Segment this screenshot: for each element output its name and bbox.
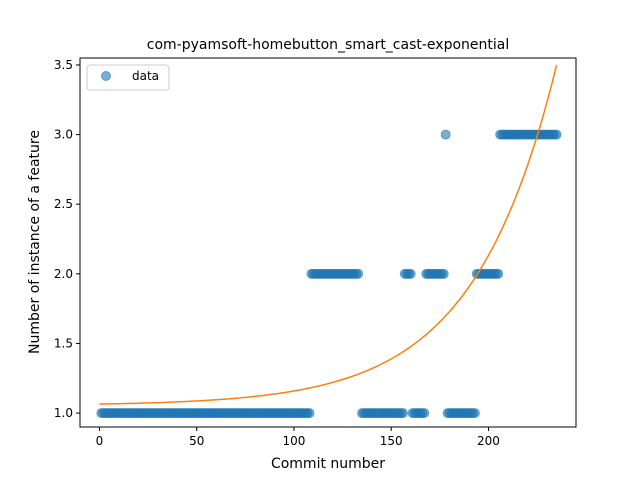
data-point — [406, 269, 415, 278]
y-tick-label: 3.0 — [54, 128, 73, 142]
y-tick-label: 3.5 — [54, 58, 73, 72]
data-point — [552, 130, 561, 139]
data-point — [439, 269, 448, 278]
chart-title: com-pyamsoft-homebutton_smart_cast-expon… — [147, 37, 509, 53]
legend-marker-data — [102, 72, 111, 81]
x-tick-label: 200 — [477, 434, 500, 448]
y-axis-label: Number of instance of a feature — [27, 130, 43, 354]
data-point — [470, 409, 479, 418]
y-tick-label: 2.5 — [54, 197, 73, 211]
data-point — [420, 409, 429, 418]
y-tick-label: 2.0 — [54, 267, 73, 281]
data-point — [305, 409, 314, 418]
x-tick-label: 100 — [283, 434, 306, 448]
legend-label-data: data — [132, 69, 159, 83]
y-tick-label: 1.5 — [54, 336, 73, 350]
x-axis-label: Commit number — [271, 456, 385, 472]
data-point — [494, 269, 503, 278]
y-tick-label: 1.0 — [54, 406, 73, 420]
x-tick-label: 50 — [189, 434, 204, 448]
x-tick-label: 150 — [380, 434, 403, 448]
x-tick-label: 0 — [96, 434, 104, 448]
data-point — [441, 130, 450, 139]
legend: data — [87, 65, 169, 90]
data-point — [354, 269, 363, 278]
data-point — [398, 409, 407, 418]
